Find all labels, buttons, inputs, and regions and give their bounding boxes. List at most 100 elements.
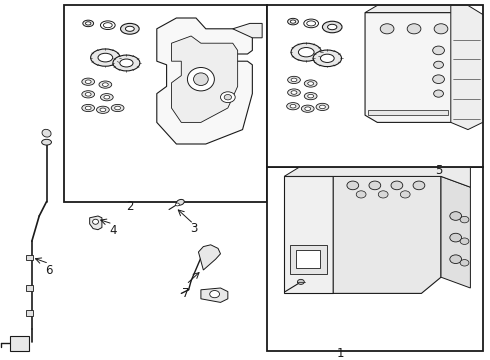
- Circle shape: [347, 181, 359, 190]
- Ellipse shape: [91, 49, 120, 66]
- Ellipse shape: [176, 199, 184, 205]
- Ellipse shape: [328, 24, 337, 30]
- Ellipse shape: [42, 139, 51, 145]
- Ellipse shape: [102, 83, 108, 86]
- Polygon shape: [90, 216, 102, 230]
- Circle shape: [460, 238, 469, 244]
- Polygon shape: [365, 13, 468, 122]
- Ellipse shape: [100, 94, 113, 101]
- Polygon shape: [10, 336, 29, 351]
- Text: 1: 1: [337, 347, 344, 360]
- Ellipse shape: [83, 20, 94, 27]
- Ellipse shape: [99, 81, 112, 88]
- Ellipse shape: [194, 73, 208, 85]
- Ellipse shape: [98, 53, 113, 62]
- Ellipse shape: [291, 43, 321, 61]
- Bar: [26, 255, 33, 260]
- Ellipse shape: [85, 106, 91, 110]
- Circle shape: [460, 260, 469, 266]
- Polygon shape: [441, 176, 470, 288]
- Ellipse shape: [291, 91, 297, 94]
- Polygon shape: [172, 36, 238, 122]
- Ellipse shape: [287, 103, 299, 110]
- Ellipse shape: [319, 105, 325, 109]
- Text: 5: 5: [435, 165, 442, 177]
- Ellipse shape: [298, 48, 314, 57]
- Circle shape: [378, 191, 388, 198]
- Ellipse shape: [93, 219, 98, 224]
- Circle shape: [433, 46, 444, 55]
- Ellipse shape: [320, 54, 334, 63]
- Circle shape: [400, 191, 410, 198]
- Ellipse shape: [82, 91, 95, 98]
- Ellipse shape: [308, 82, 314, 85]
- Text: 6: 6: [45, 264, 53, 276]
- Text: 3: 3: [190, 222, 197, 235]
- Ellipse shape: [291, 78, 297, 82]
- Ellipse shape: [288, 18, 298, 25]
- Circle shape: [391, 181, 403, 190]
- Circle shape: [434, 24, 448, 34]
- Bar: [26, 285, 33, 291]
- Ellipse shape: [120, 59, 133, 67]
- Bar: [64, 5, 267, 202]
- Circle shape: [413, 181, 425, 190]
- Ellipse shape: [100, 108, 106, 112]
- Text: 2: 2: [126, 201, 134, 213]
- Circle shape: [434, 90, 443, 97]
- Polygon shape: [198, 245, 220, 270]
- Ellipse shape: [313, 50, 342, 67]
- Ellipse shape: [301, 105, 314, 112]
- Ellipse shape: [220, 92, 235, 103]
- Ellipse shape: [82, 104, 95, 112]
- Circle shape: [356, 191, 366, 198]
- Ellipse shape: [305, 107, 311, 111]
- Ellipse shape: [125, 26, 134, 31]
- Ellipse shape: [100, 21, 115, 30]
- Circle shape: [380, 24, 394, 34]
- Bar: [290, 245, 327, 274]
- Polygon shape: [284, 167, 470, 187]
- Polygon shape: [333, 176, 441, 293]
- Ellipse shape: [42, 129, 51, 137]
- Ellipse shape: [111, 104, 124, 112]
- Circle shape: [450, 233, 462, 242]
- Bar: [368, 110, 448, 115]
- Circle shape: [210, 291, 220, 298]
- Text: 4: 4: [109, 224, 117, 237]
- Polygon shape: [284, 176, 333, 293]
- Ellipse shape: [224, 94, 232, 100]
- Ellipse shape: [188, 68, 215, 91]
- Ellipse shape: [85, 22, 91, 25]
- Ellipse shape: [121, 23, 139, 34]
- Ellipse shape: [175, 203, 179, 206]
- Ellipse shape: [297, 279, 304, 284]
- Ellipse shape: [115, 106, 121, 110]
- Ellipse shape: [290, 20, 296, 23]
- Circle shape: [434, 61, 443, 68]
- Text: 7: 7: [182, 287, 190, 300]
- Bar: [267, 167, 483, 351]
- Ellipse shape: [322, 21, 342, 33]
- Circle shape: [460, 216, 469, 223]
- Ellipse shape: [316, 103, 329, 111]
- Bar: [267, 5, 483, 167]
- Ellipse shape: [103, 23, 112, 28]
- Ellipse shape: [85, 93, 91, 96]
- Ellipse shape: [304, 80, 317, 87]
- Ellipse shape: [288, 89, 300, 96]
- Polygon shape: [157, 18, 252, 144]
- Circle shape: [407, 24, 421, 34]
- Circle shape: [450, 255, 462, 264]
- Polygon shape: [201, 288, 228, 302]
- Ellipse shape: [82, 78, 95, 85]
- Ellipse shape: [308, 94, 314, 98]
- Ellipse shape: [113, 55, 140, 71]
- Ellipse shape: [304, 19, 318, 28]
- Ellipse shape: [85, 80, 91, 84]
- Ellipse shape: [97, 106, 109, 113]
- Ellipse shape: [104, 95, 110, 99]
- Circle shape: [369, 181, 381, 190]
- Bar: [296, 250, 320, 268]
- Circle shape: [433, 75, 444, 84]
